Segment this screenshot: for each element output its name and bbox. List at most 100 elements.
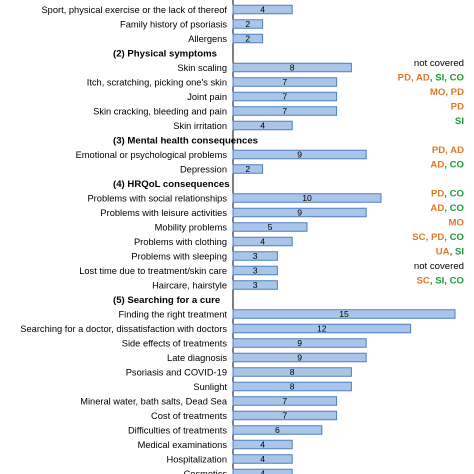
- category-label: Psoriasis and COVID-19: [126, 367, 227, 377]
- data-label: 7: [282, 396, 287, 406]
- coverage-code: SC: [417, 276, 430, 287]
- coverage-code: CO: [450, 73, 465, 84]
- bar: [232, 367, 352, 377]
- bar: [232, 338, 367, 348]
- coverage-code: ,: [430, 73, 435, 84]
- category-label: Skin irritation: [173, 121, 227, 131]
- data-label: 7: [282, 77, 287, 87]
- category-label: Emotional or psychological problems: [76, 150, 228, 160]
- coverage-code: ,: [444, 203, 449, 214]
- data-label: 3: [253, 266, 258, 276]
- coverage-code: SI: [455, 247, 464, 258]
- data-label: 9: [297, 353, 302, 363]
- category-label: Skin cracking, bleeding and pain: [93, 106, 227, 116]
- coverage-code: CO: [450, 160, 465, 171]
- data-label: 2: [245, 19, 250, 29]
- data-label: 9: [297, 150, 302, 160]
- coverage-code: SI: [435, 73, 444, 84]
- category-label: Allergens: [188, 34, 227, 44]
- bar: [232, 207, 367, 218]
- coverage-label: AD, CO: [430, 203, 464, 214]
- coverage-code: SI: [435, 276, 444, 287]
- data-label: 4: [260, 237, 265, 247]
- coverage-code: ,: [445, 87, 450, 98]
- category-label: Cost of treatments: [151, 411, 227, 421]
- section-heading: (4) HRQoL consequences: [113, 179, 230, 190]
- category-label: Searching for a doctor, dissatisfaction …: [20, 324, 227, 334]
- coverage-label: MO: [449, 218, 465, 229]
- bar: [232, 106, 338, 116]
- data-label: 8: [290, 63, 295, 73]
- data-label: 4: [260, 469, 265, 474]
- category-label: Side effects of treatments: [122, 338, 228, 348]
- bar: [232, 164, 264, 174]
- category-label: Depression: [180, 164, 227, 174]
- coverage-label: PD: [451, 102, 464, 113]
- bar: [232, 33, 264, 44]
- data-label: 4: [260, 121, 265, 131]
- data-label: 7: [282, 92, 287, 102]
- data-label: 4: [260, 440, 265, 450]
- coverage-code: ,: [444, 276, 449, 287]
- coverage-code: ,: [411, 73, 416, 84]
- bar: [232, 77, 338, 87]
- category-label: Joint pain: [187, 92, 227, 102]
- coverage-code: MO: [449, 218, 465, 229]
- category-label: Late diagnosis: [167, 353, 227, 363]
- section-heading: (3) Mental health consequences: [113, 135, 258, 146]
- category-label: Mineral water, bath salts, Dead Sea: [80, 396, 228, 406]
- bar: [232, 251, 278, 261]
- category-label: Cosmetics: [184, 469, 228, 474]
- coverage-label: AD, CO: [430, 160, 464, 171]
- coverage-code: PD: [398, 73, 411, 84]
- coverage-label: not covered: [414, 261, 464, 272]
- coverage-code: CO: [450, 189, 465, 200]
- coverage-code: AD: [416, 73, 430, 84]
- coverage-code: not covered: [414, 261, 464, 272]
- data-label: 7: [282, 411, 287, 421]
- data-label: 3: [253, 251, 258, 261]
- data-label: 9: [297, 338, 302, 348]
- data-label: 5: [268, 222, 273, 232]
- data-label: 9: [297, 208, 302, 218]
- data-label: 4: [260, 454, 265, 464]
- coverage-code: AD: [430, 203, 444, 214]
- coverage-code: PD: [451, 102, 464, 113]
- bar: [232, 425, 323, 435]
- bar: [232, 236, 293, 247]
- category-label: Medical examinations: [138, 440, 228, 450]
- coverage-code: ,: [430, 276, 435, 287]
- coverage-code: PD: [431, 232, 444, 243]
- data-label: 12: [317, 324, 327, 334]
- coverage-code: SI: [455, 116, 464, 127]
- bar: [232, 439, 293, 450]
- bar: [232, 280, 278, 290]
- data-label: 8: [290, 382, 295, 392]
- bar: [232, 120, 293, 131]
- category-label: Difficulties of treatments: [128, 425, 227, 435]
- bar: [232, 265, 278, 276]
- bar: [232, 62, 352, 73]
- section-heading: (2) Physical symptoms: [113, 48, 217, 59]
- category-label: Lost time due to treatment/skin care: [79, 266, 227, 276]
- coverage-label: PD, AD: [432, 145, 464, 156]
- bar: [232, 19, 264, 29]
- coverage-code: PD: [432, 145, 445, 156]
- category-label: Problems with social relationships: [87, 193, 227, 203]
- category-label: Problems with clothing: [134, 237, 227, 247]
- coverage-label: UA, SI: [436, 247, 465, 258]
- coverage-label: PD, AD, SI, CO: [398, 73, 465, 84]
- data-label: 10: [302, 193, 312, 203]
- bar: [232, 193, 382, 203]
- coverage-code: ,: [444, 189, 449, 200]
- data-label: 2: [245, 164, 250, 174]
- bar: [232, 222, 308, 232]
- coverage-code: ,: [450, 247, 455, 258]
- category-label: Problems with sleeping: [131, 251, 227, 261]
- coverage-code: ,: [445, 145, 450, 156]
- category-label: Sunlight: [193, 382, 227, 392]
- coverage-code: AD: [430, 160, 444, 171]
- category-label: Family history of psoriasis: [120, 19, 227, 29]
- coverage-code: ,: [444, 160, 449, 171]
- data-label: 6: [275, 425, 280, 435]
